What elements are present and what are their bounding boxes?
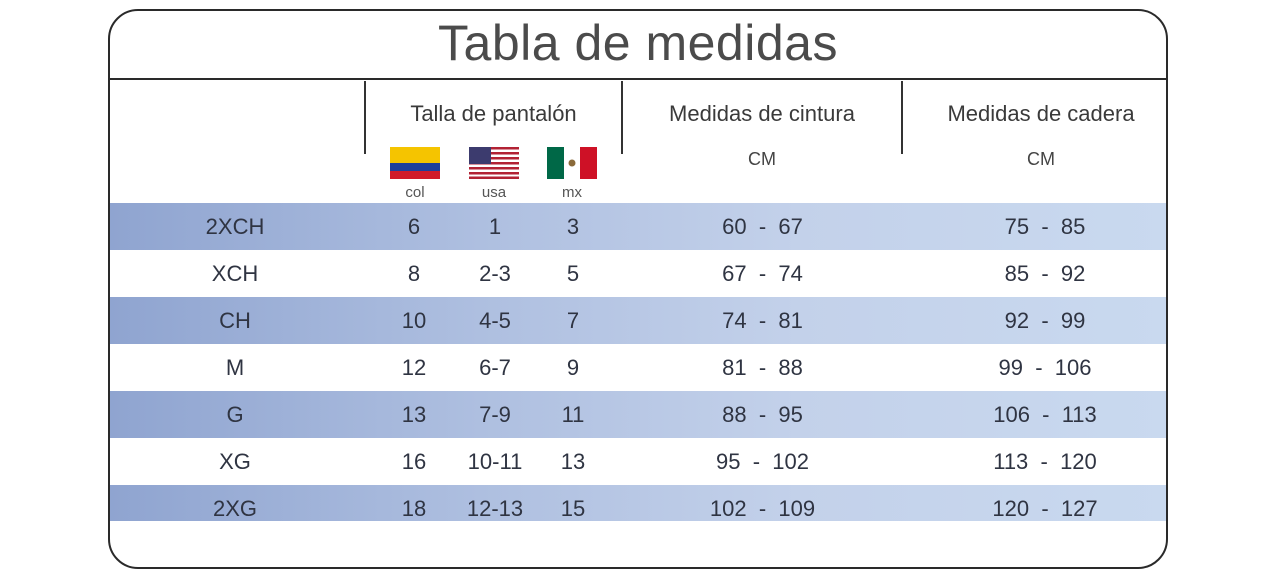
pants-size-header: Talla de pantalón [410, 101, 577, 126]
size-cell: XG [219, 449, 251, 474]
size-cell: CH [219, 308, 251, 333]
hip-cell: 106 - 113 [993, 402, 1097, 427]
usa-cell: 12-13 [466, 496, 524, 521]
hip-cell: 92 - 99 [1004, 308, 1086, 333]
waist-cell: 81 - 88 [722, 355, 803, 380]
waist-cell: 67 - 74 [722, 261, 803, 286]
size-cell: M [225, 355, 245, 380]
hip-cell: 85 - 92 [1004, 261, 1086, 286]
size-cell: G [226, 402, 244, 427]
mx-cell: 11 [561, 402, 585, 427]
mx-cell: 9 [566, 355, 580, 380]
usa-cell: 4-5 [479, 308, 511, 333]
mx-cell: 3 [566, 214, 580, 239]
header-divider [364, 81, 366, 154]
usa-flag-icon [469, 147, 519, 179]
hip-header: Medidas de cadera [947, 101, 1135, 126]
colombia-flag-icon [390, 147, 440, 179]
title-divider [110, 78, 1166, 80]
col-cell: 6 [407, 214, 421, 239]
hip-cell: 99 - 106 [998, 355, 1092, 380]
mx-cell: 7 [566, 308, 580, 333]
waist-cell: 60 - 67 [722, 214, 803, 239]
table-row: 2XG 18 12-13 15 102 - 109 120 - 127 [110, 485, 1166, 521]
waist-cell: 74 - 81 [722, 308, 803, 333]
usa-cell: 7-9 [479, 402, 511, 427]
size-table-body: 2XCH 6 1 3 60 - 67 75 - 85 XCH 8 2-3 5 6… [110, 203, 1166, 521]
col-cell: 12 [401, 355, 427, 380]
usa-cell: 2-3 [479, 261, 511, 286]
table-row: CH 10 4-5 7 74 - 81 92 - 99 [110, 297, 1166, 344]
table-row: XCH 8 2-3 5 67 - 74 85 - 92 [110, 250, 1166, 297]
waist-cell: 88 - 95 [722, 402, 803, 427]
flag-label-col: col [405, 184, 425, 201]
hip-cell: 75 - 85 [1004, 214, 1086, 239]
col-cell: 10 [401, 308, 427, 333]
col-cell: 13 [401, 402, 427, 427]
waist-header: Medidas de cintura [669, 101, 855, 126]
hip-cell: 120 - 127 [992, 496, 1098, 521]
flag-label-mx: mx [562, 184, 582, 201]
waist-cell: 95 - 102 [716, 449, 809, 474]
size-cell: 2XG [212, 496, 258, 521]
mx-cell: 13 [560, 449, 586, 474]
table-row: 2XCH 6 1 3 60 - 67 75 - 85 [110, 203, 1166, 250]
waist-cell: 102 - 109 [709, 496, 816, 521]
col-cell: 16 [401, 449, 427, 474]
flag-label-usa: usa [481, 184, 507, 201]
hip-unit: CM [1027, 149, 1055, 169]
size-cell: XCH [211, 261, 259, 286]
usa-cell: 1 [488, 214, 502, 239]
mx-cell: 5 [566, 261, 580, 286]
col-cell: 18 [401, 496, 427, 521]
size-cell: 2XCH [205, 214, 265, 239]
table-row: M 12 6-7 9 81 - 88 99 - 106 [110, 344, 1166, 391]
hip-cell: 113 - 120 [993, 449, 1097, 474]
mx-cell: 15 [560, 496, 586, 521]
waist-unit: CM [748, 149, 776, 169]
header-divider [901, 81, 903, 154]
table-row: G 13 7-9 11 88 - 95 106 - 113 [110, 391, 1166, 438]
page-title: Tabla de medidas [438, 15, 838, 71]
table-row: XG 16 10-11 13 95 - 102 113 - 120 [110, 438, 1166, 485]
col-cell: 8 [407, 261, 421, 286]
mexico-flag-icon [547, 147, 597, 179]
usa-cell: 10-11 [467, 449, 523, 474]
usa-cell: 6-7 [479, 355, 511, 380]
header-divider [621, 81, 623, 154]
